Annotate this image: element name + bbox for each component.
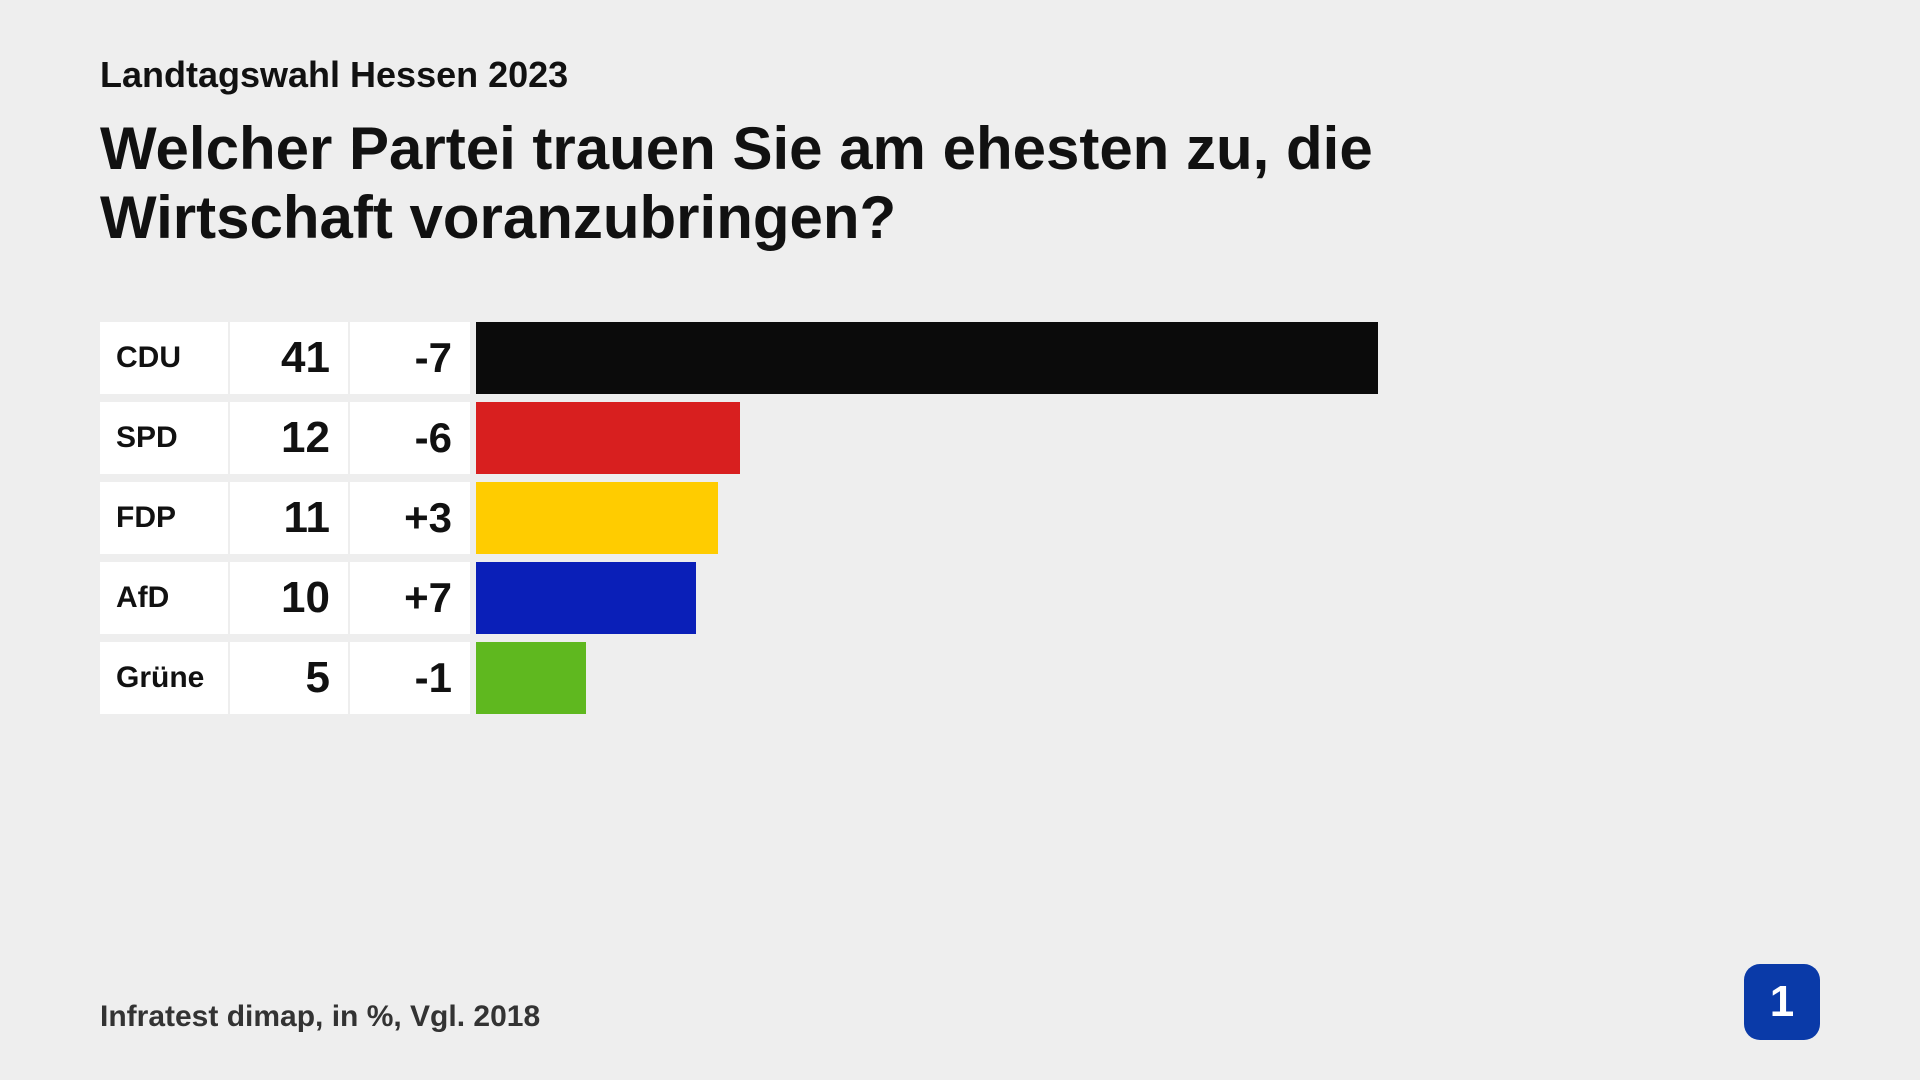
party-delta: +3 (350, 482, 470, 554)
party-delta: -7 (350, 322, 470, 394)
party-value: 41 (230, 322, 350, 394)
chart-row: AfD10+7 (100, 562, 1820, 634)
chart-row: FDP11+3 (100, 482, 1820, 554)
broadcaster-logo-glyph: 1 (1770, 977, 1794, 1027)
party-label: FDP (100, 482, 230, 554)
bar (476, 482, 718, 554)
party-label: Grüne (100, 642, 230, 714)
bar-track (476, 562, 1576, 634)
party-delta: -6 (350, 402, 470, 474)
subtitle: Landtagswahl Hessen 2023 (100, 54, 1820, 96)
bar (476, 322, 1378, 394)
chart-row: SPD12-6 (100, 402, 1820, 474)
chart-frame: Landtagswahl Hessen 2023 Welcher Partei … (0, 0, 1920, 1080)
chart-row: Grüne5-1 (100, 642, 1820, 714)
party-delta: +7 (350, 562, 470, 634)
party-label: SPD (100, 402, 230, 474)
party-delta: -1 (350, 642, 470, 714)
party-value: 11 (230, 482, 350, 554)
chart-title: Welcher Partei trauen Sie am ehesten zu,… (100, 114, 1600, 252)
party-value: 5 (230, 642, 350, 714)
broadcaster-logo: 1 (1744, 964, 1820, 1040)
bar-track (476, 642, 1576, 714)
bar-chart: CDU41-7 SPD12-6 FDP11+3 AfD10+7 Grüne5-1 (100, 322, 1820, 714)
bar (476, 642, 586, 714)
source-caption: Infratest dimap, in %, Vgl. 2018 (100, 1000, 540, 1034)
bar (476, 402, 740, 474)
chart-row: CDU41-7 (100, 322, 1820, 394)
bar-track (476, 322, 1576, 394)
party-label: AfD (100, 562, 230, 634)
bar (476, 562, 696, 634)
party-label: CDU (100, 322, 230, 394)
bar-track (476, 402, 1576, 474)
party-value: 10 (230, 562, 350, 634)
party-value: 12 (230, 402, 350, 474)
bar-track (476, 482, 1576, 554)
